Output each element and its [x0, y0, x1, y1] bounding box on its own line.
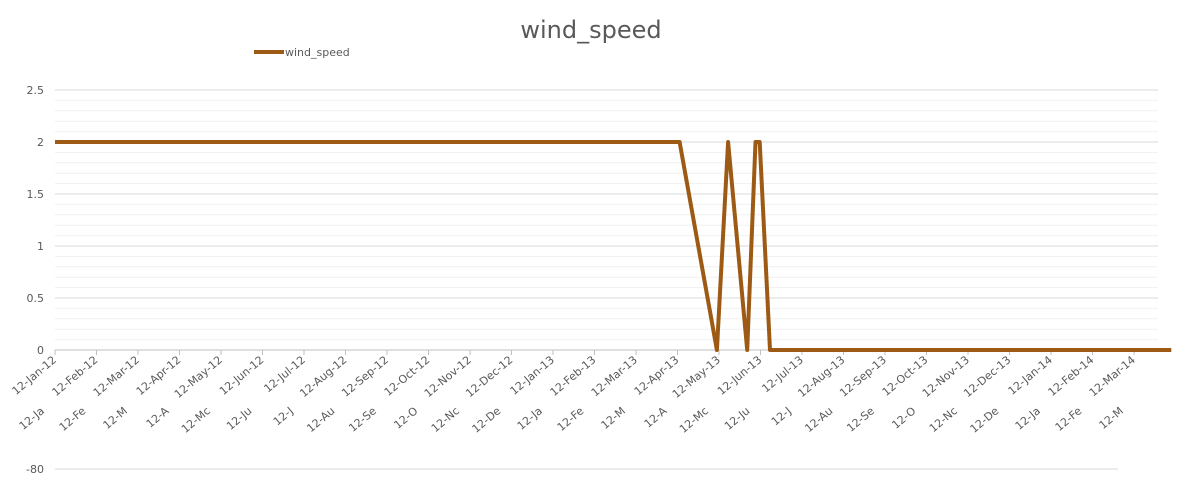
- x-tick-label-secondary: 12-M: [101, 404, 130, 432]
- series: [54, 140, 1172, 352]
- x-tick-label-secondary: 12-Ja: [1013, 404, 1043, 432]
- x-tick-label-secondary: 12-Fe: [1053, 404, 1085, 434]
- grid: [55, 89, 1158, 351]
- legend: wind_speed: [254, 46, 350, 59]
- x-tick-label-secondary: 12-Se: [346, 404, 379, 434]
- x-tick-label-secondary: 12-De: [968, 404, 1002, 435]
- x-tick-label: 12-Jun-12: [217, 353, 267, 397]
- x-tick-label-secondary: 12-Ja: [17, 404, 47, 432]
- lower-axis-tick-label: -80: [26, 463, 44, 476]
- x-tick-label-secondary: 12-J: [769, 404, 794, 428]
- lower-axis: -80: [26, 463, 1118, 476]
- x-tick-label: 12-Mar-13: [589, 353, 640, 399]
- x-tick-label-secondary: 12-O: [889, 404, 918, 431]
- x-tick-label-secondary: 12-Mc: [179, 404, 213, 436]
- x-tick-label: 12-Sep-12: [339, 353, 391, 399]
- x-tick-label-secondary: 12-O: [391, 404, 420, 431]
- x-tick-label-secondary: 12-De: [470, 404, 504, 435]
- x-tick-label-secondary: 12-Au: [802, 404, 835, 435]
- x-tick-label-secondary: 12-J: [271, 404, 296, 428]
- x-tick-label-secondary: 12-M: [599, 404, 628, 432]
- x-tick-label-secondary: 12-Fe: [555, 404, 587, 434]
- chart-title: wind_speed: [520, 16, 661, 44]
- legend-label: wind_speed: [285, 46, 350, 59]
- x-tick-label-secondary: 12-Ju: [722, 404, 752, 432]
- x-tick-label: 12-Mar-12: [91, 353, 142, 399]
- x-tick-label: 12-Sep-13: [837, 353, 889, 399]
- x-axis-ticks: 12-Jan-1212-Feb-1212-Mar-1212-Apr-1212-M…: [10, 350, 1138, 436]
- y-tick-label: 0: [37, 344, 44, 357]
- y-tick-label: 0.5: [27, 292, 45, 305]
- x-tick-label-secondary: 12-Fe: [57, 404, 89, 434]
- x-tick-label-secondary: 12-Mc: [677, 404, 711, 436]
- x-tick-label: 12-Jun-13: [715, 353, 765, 397]
- x-tick-label-secondary: 12-M: [1097, 404, 1126, 432]
- y-tick-label: 1.5: [27, 188, 45, 201]
- x-tick-label-secondary: 12-Se: [844, 404, 877, 434]
- x-tick-label-secondary: 12-Ju: [224, 404, 254, 432]
- x-tick-label-secondary: 12-Au: [304, 404, 337, 435]
- y-tick-label: 1: [37, 240, 44, 253]
- x-tick-label-secondary: 12-A: [642, 404, 670, 430]
- x-tick-label-secondary: 12-A: [144, 404, 172, 430]
- x-tick-label: 12-Mar-14: [1087, 353, 1138, 399]
- x-tick-label-secondary: 12-Ja: [515, 404, 545, 432]
- x-tick-label-secondary: 12-Nc: [927, 404, 960, 435]
- x-tick-label-secondary: 12-Nc: [429, 404, 462, 435]
- y-tick-label: 2.5: [27, 84, 45, 97]
- y-tick-label: 2: [37, 136, 44, 149]
- y-axis-ticks: 0 0.5 1 1.5 2 2.5: [27, 84, 45, 357]
